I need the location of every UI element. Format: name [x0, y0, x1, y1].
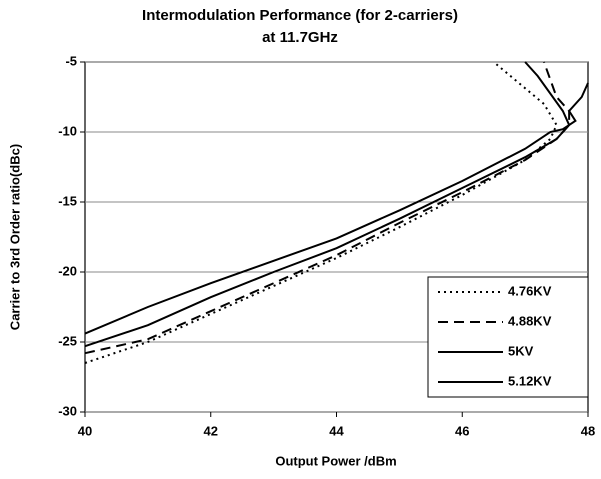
x-tick-label: 46 [455, 423, 469, 438]
chart-subtitle: at 11.7GHz [262, 29, 338, 46]
legend-box [427, 276, 589, 398]
legend-label: 4.88KV [508, 313, 552, 328]
legend-label: 5KV [508, 343, 534, 358]
legend-label: 5.12KV [508, 373, 552, 388]
y-tick-label: -15 [58, 193, 77, 208]
y-tick-label: -5 [65, 53, 77, 68]
line-series [84, 82, 589, 335]
y-tick-label: -20 [58, 263, 77, 278]
y-tick-label: -25 [58, 333, 77, 348]
legend-label: 4.76KV [508, 283, 552, 298]
x-tick-label: 44 [329, 423, 344, 438]
y-axis-label: Carrier to 3rd Order ratio(dBc) [7, 144, 22, 330]
chart-title: Intermodulation Performance (for 2-carri… [142, 7, 458, 24]
x-tick-label: 48 [581, 423, 595, 438]
y-tick-label: -30 [58, 403, 77, 418]
y-tick-label: -10 [58, 123, 77, 138]
x-axis-label: Output Power /dBm [275, 453, 396, 468]
x-tick-label: 40 [78, 423, 92, 438]
x-tick-label: 42 [204, 423, 218, 438]
line-series [84, 61, 571, 348]
